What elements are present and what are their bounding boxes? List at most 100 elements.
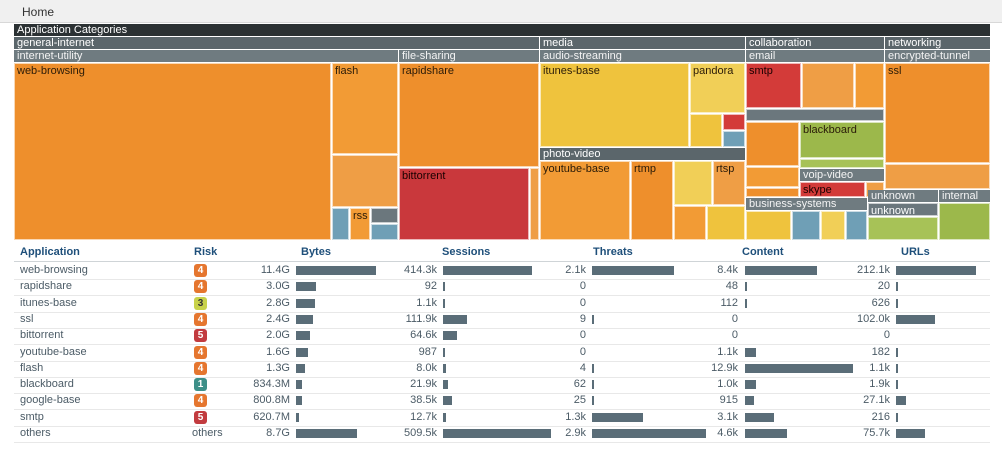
table-row[interactable]: rapidshare 4 3.0G 92 0 48 20 [14, 279, 990, 297]
risk-badge: 4 [194, 264, 207, 277]
cell-business-small-2[interactable] [792, 211, 820, 240]
risk-badge: 4 [194, 312, 207, 326]
sessions-bar [443, 380, 449, 390]
table-row[interactable]: ssl 4 2.4G 111.9k 9 0 102.0k [14, 312, 990, 329]
table-row[interactable]: blackboard 1 834.3M 21.9k 62 1.0k 1.9k [14, 377, 990, 395]
header-bytes[interactable]: Bytes [301, 246, 331, 258]
cell-bittorrent[interactable]: bittorrent [399, 168, 529, 240]
cell-email-small-1[interactable] [802, 63, 854, 108]
content-value: 915 [719, 394, 738, 407]
cell-skype[interactable]: skype [800, 182, 865, 197]
cell-business-small-1[interactable] [746, 211, 791, 240]
cell-collab-small-3[interactable] [746, 167, 799, 187]
cell-business-small-4[interactable] [846, 211, 867, 240]
application-name[interactable]: ssl [20, 312, 34, 325]
cell-file-sharing-small[interactable] [530, 168, 539, 240]
cell-ssl[interactable]: ssl [885, 63, 990, 163]
header-urls[interactable]: URLs [901, 246, 930, 258]
group-collaboration[interactable]: collaboration [746, 37, 884, 49]
cell-flash-detail[interactable] [332, 155, 398, 207]
group-file-sharing[interactable]: file-sharing [399, 50, 539, 62]
cell-media-small-1[interactable] [674, 161, 712, 205]
cell-small-gray-1[interactable] [371, 208, 398, 223]
cell-email-small-2[interactable] [855, 63, 884, 108]
application-name[interactable]: smtp [20, 410, 44, 423]
threats-value: 1.3k [565, 410, 586, 423]
cell-media-small-2[interactable] [674, 206, 706, 240]
threats-value: 9 [579, 312, 586, 325]
cell-small-blue-2[interactable] [371, 224, 398, 240]
threats-bar [592, 412, 644, 422]
table-row[interactable]: others others 8.7G 509.5k 2.9k 4.6k 75.7k [14, 426, 990, 443]
application-name[interactable]: itunes-base [20, 296, 77, 309]
cell-unknown[interactable]: unknown [868, 203, 938, 216]
cell-web-browsing[interactable]: web-browsing [14, 63, 331, 240]
group-internet-utility[interactable]: internet-utility [14, 50, 398, 62]
group-general-internet[interactable]: general-internet [14, 37, 539, 49]
group-networking[interactable]: networking [885, 37, 990, 49]
cell-audio-small-2[interactable] [723, 114, 745, 130]
cell-media-small-3[interactable] [707, 206, 745, 240]
group-media[interactable]: media [540, 37, 745, 49]
table-row[interactable]: google-base 4 800.8M 38.5k 25 915 27.1k [14, 393, 990, 411]
header-risk[interactable]: Risk [194, 246, 218, 258]
cell-rtmp[interactable]: rtmp [631, 161, 673, 240]
bytes-bar [296, 298, 316, 308]
application-name[interactable]: web-browsing [20, 264, 88, 276]
application-name[interactable]: others [20, 427, 51, 439]
application-name[interactable]: flash [20, 361, 44, 374]
bytes-value: 2.8G [266, 296, 290, 309]
cell-smtp[interactable]: smtp [746, 63, 801, 108]
cell-audio-small-1[interactable] [690, 114, 722, 147]
cell-pandora[interactable]: pandora [690, 63, 745, 113]
table-row[interactable]: itunes-base 3 2.8G 1.1k 0 112 626 [14, 296, 990, 313]
header-application[interactable]: Application [20, 246, 80, 258]
application-name[interactable]: youtube-base [20, 345, 87, 358]
threats-bar [592, 429, 706, 438]
table-row[interactable]: web-browsing 4 11.4G 414.3k 2.1k 8.4k 212.1k [14, 263, 990, 280]
table-row[interactable]: flash 4 1.3G 8.0k 4 12.9k 1.1k [14, 361, 990, 378]
cell-network-small[interactable] [885, 164, 990, 189]
application-name[interactable]: bittorrent [20, 329, 64, 342]
urls-bar [896, 363, 898, 373]
application-name[interactable]: google-base [20, 394, 81, 407]
cell-itunes-base[interactable]: itunes-base [540, 63, 689, 147]
cell-audio-small-3[interactable] [723, 131, 745, 147]
cell-small-blue[interactable] [332, 208, 349, 240]
group-internal[interactable]: internal [939, 190, 990, 202]
cell-business-small-3[interactable] [821, 211, 845, 240]
bytes-bar [296, 266, 377, 275]
group-voip-video[interactable]: voip-video [800, 169, 884, 181]
group-unknown[interactable]: unknown [868, 190, 938, 202]
cell-collab-small-2[interactable] [800, 159, 884, 168]
cell-internal[interactable] [939, 203, 990, 240]
cell-email-gray-strip[interactable] [746, 109, 884, 121]
cell-collab-small-1[interactable] [746, 122, 799, 166]
urls-value: 0 [883, 329, 890, 342]
group-photo-video[interactable]: photo-video [540, 148, 745, 160]
sessions-value: 509.5k [403, 427, 437, 439]
header-threats[interactable]: Threats [593, 246, 633, 258]
cell-rss[interactable]: rss [350, 208, 370, 240]
group-encrypted-tunnel[interactable]: encrypted-tunnel [885, 50, 990, 62]
cell-rapidshare[interactable]: rapidshare [399, 63, 539, 167]
cell-flash[interactable]: flash [332, 63, 398, 154]
content-bar [745, 396, 754, 406]
bytes-value: 1.3G [266, 361, 290, 374]
group-email[interactable]: email [746, 50, 884, 62]
application-name[interactable]: rapidshare [20, 280, 72, 293]
group-business-systems[interactable]: business-systems [746, 198, 867, 210]
table-row[interactable]: bittorrent 5 2.0G 64.6k 0 0 0 [14, 328, 990, 346]
cell-rtsp[interactable]: rtsp [713, 161, 745, 205]
header-sessions[interactable]: Sessions [442, 246, 491, 258]
application-name[interactable]: blackboard [20, 378, 74, 391]
cell-collab-small-4[interactable] [746, 188, 799, 197]
cell-youtube-base[interactable]: youtube-base [540, 161, 630, 240]
home-link[interactable]: Home [22, 5, 55, 19]
cell-unknown-detail[interactable] [868, 217, 938, 240]
group-audio-streaming[interactable]: audio-streaming [540, 50, 745, 62]
header-content[interactable]: Content [742, 246, 784, 258]
table-row[interactable]: youtube-base 4 1.6G 987 0 1.1k 182 [14, 345, 990, 362]
cell-blackboard[interactable]: blackboard [800, 122, 884, 158]
table-row[interactable]: smtp 5 620.7M 12.7k 1.3k 3.1k 216 [14, 410, 990, 427]
